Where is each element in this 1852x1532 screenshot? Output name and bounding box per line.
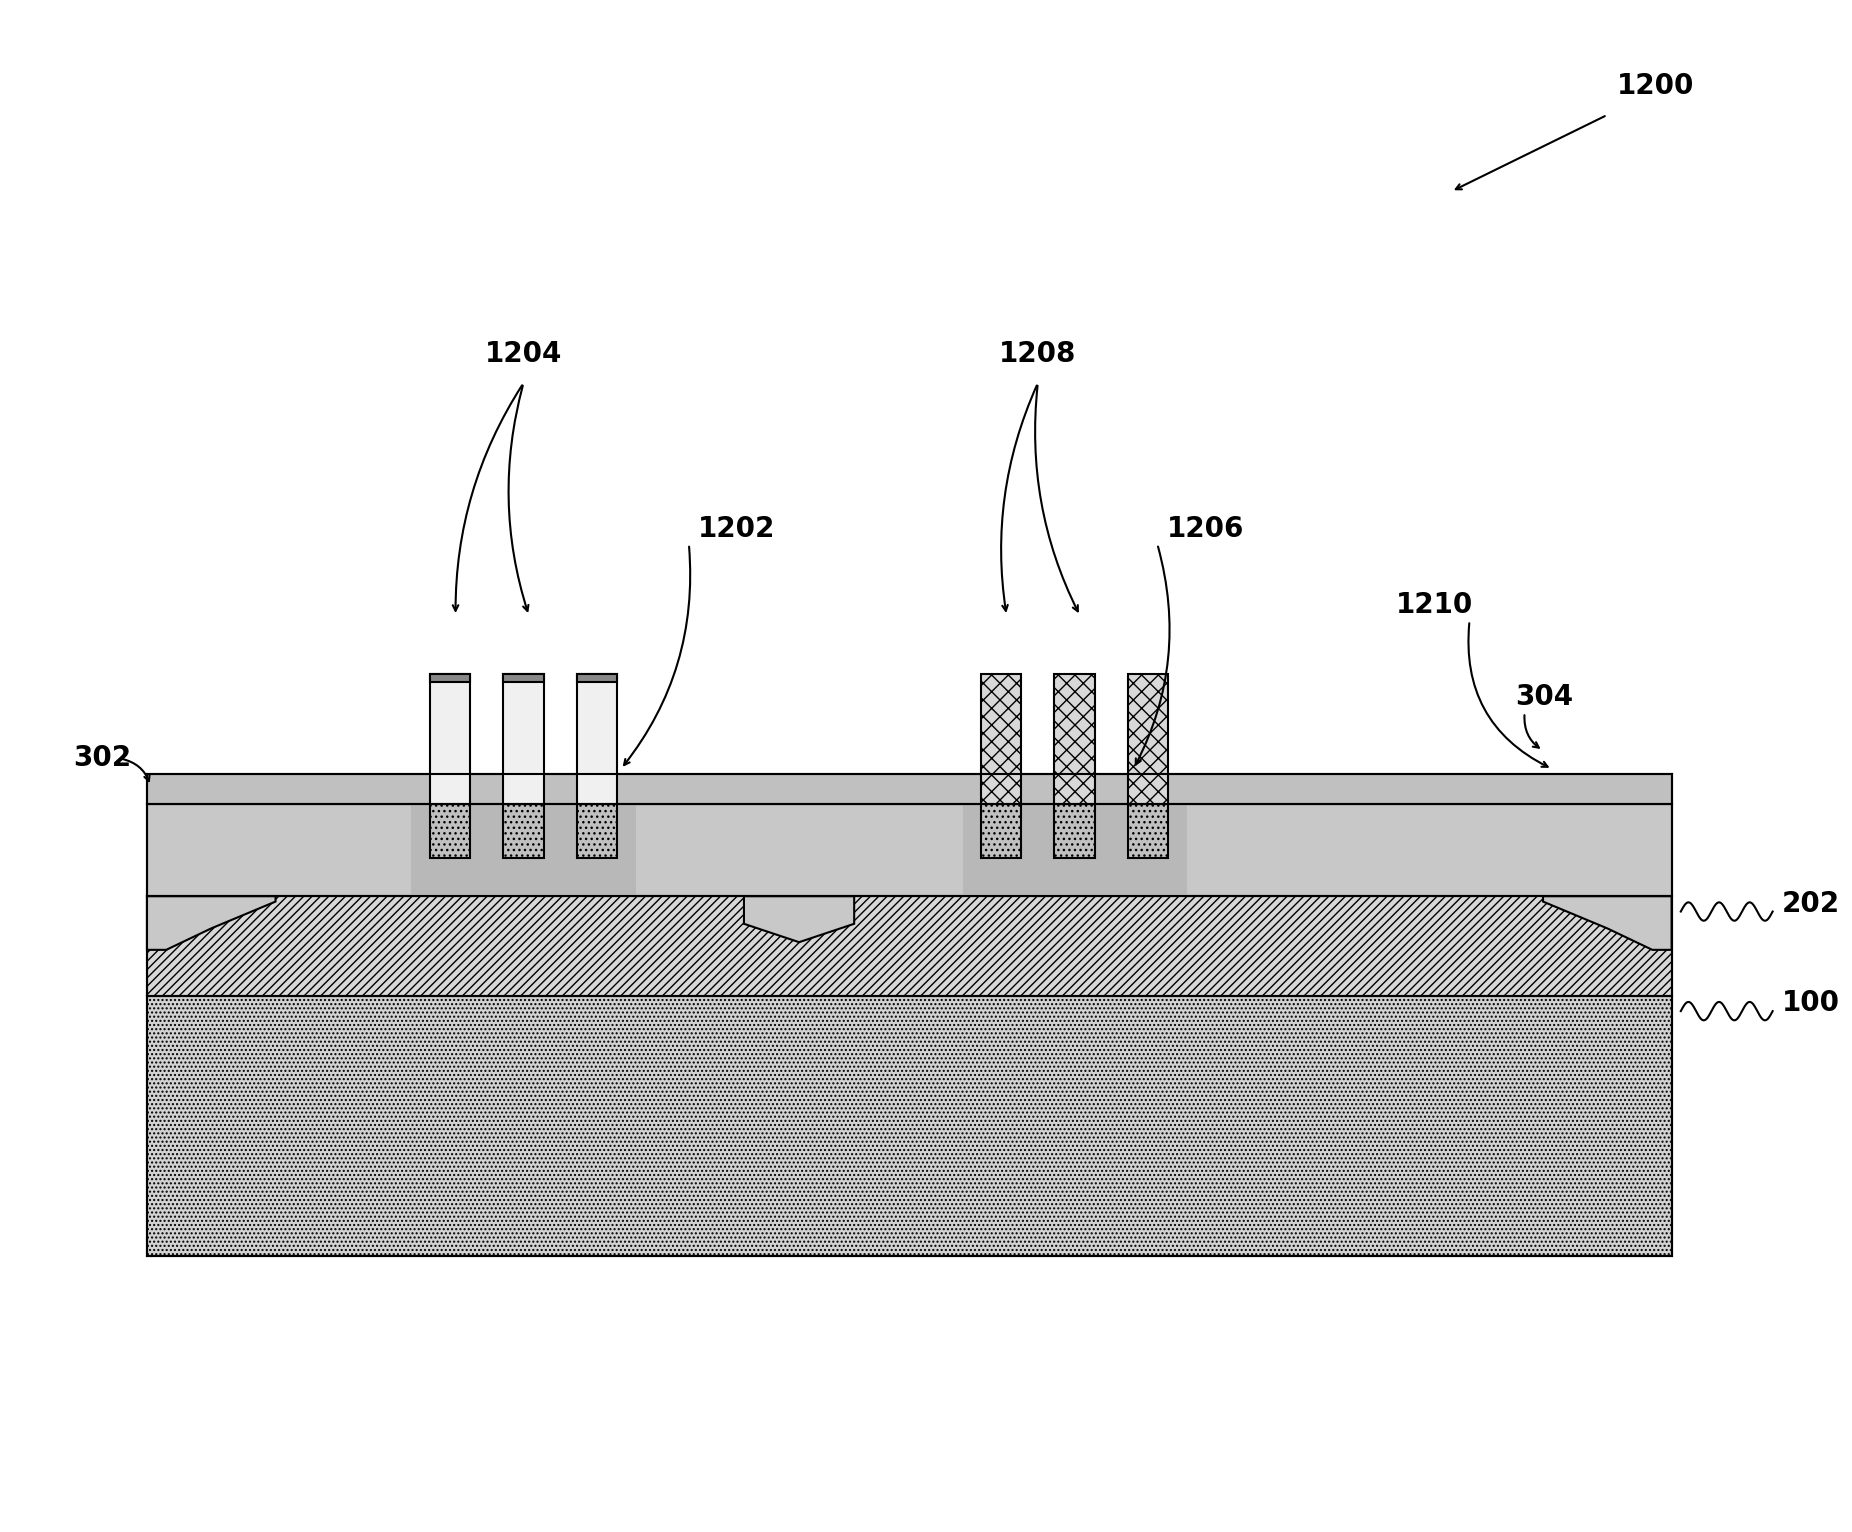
Bar	[982, 674, 1020, 804]
Text: 202: 202	[1782, 890, 1839, 918]
Bar	[1128, 674, 1169, 804]
Text: 302: 302	[74, 745, 131, 772]
Text: 1202: 1202	[698, 515, 776, 542]
Bar	[430, 804, 470, 858]
Bar	[1128, 804, 1169, 858]
Text: 1208: 1208	[1000, 340, 1076, 368]
Bar	[430, 674, 470, 682]
Text: 304: 304	[1515, 683, 1574, 711]
Bar	[1054, 674, 1095, 804]
Bar	[430, 674, 470, 804]
Text: 1204: 1204	[485, 340, 563, 368]
Bar	[576, 674, 617, 682]
Bar	[963, 804, 1187, 896]
Polygon shape	[1543, 896, 1672, 950]
Bar	[576, 674, 617, 804]
Bar	[982, 804, 1020, 858]
Bar	[504, 674, 544, 682]
Bar	[504, 804, 544, 858]
Text: 1200: 1200	[1617, 72, 1695, 100]
Bar	[146, 896, 1672, 996]
Text: 1210: 1210	[1396, 591, 1474, 619]
Bar	[146, 996, 1672, 1256]
Bar	[146, 774, 1672, 804]
Polygon shape	[146, 896, 276, 950]
Text: 100: 100	[1782, 990, 1839, 1017]
Bar	[576, 804, 617, 858]
Polygon shape	[745, 896, 854, 942]
Bar	[504, 674, 544, 804]
Text: 1206: 1206	[1167, 515, 1245, 542]
Bar	[1054, 804, 1095, 858]
Bar	[411, 804, 635, 896]
Bar	[146, 804, 1672, 896]
